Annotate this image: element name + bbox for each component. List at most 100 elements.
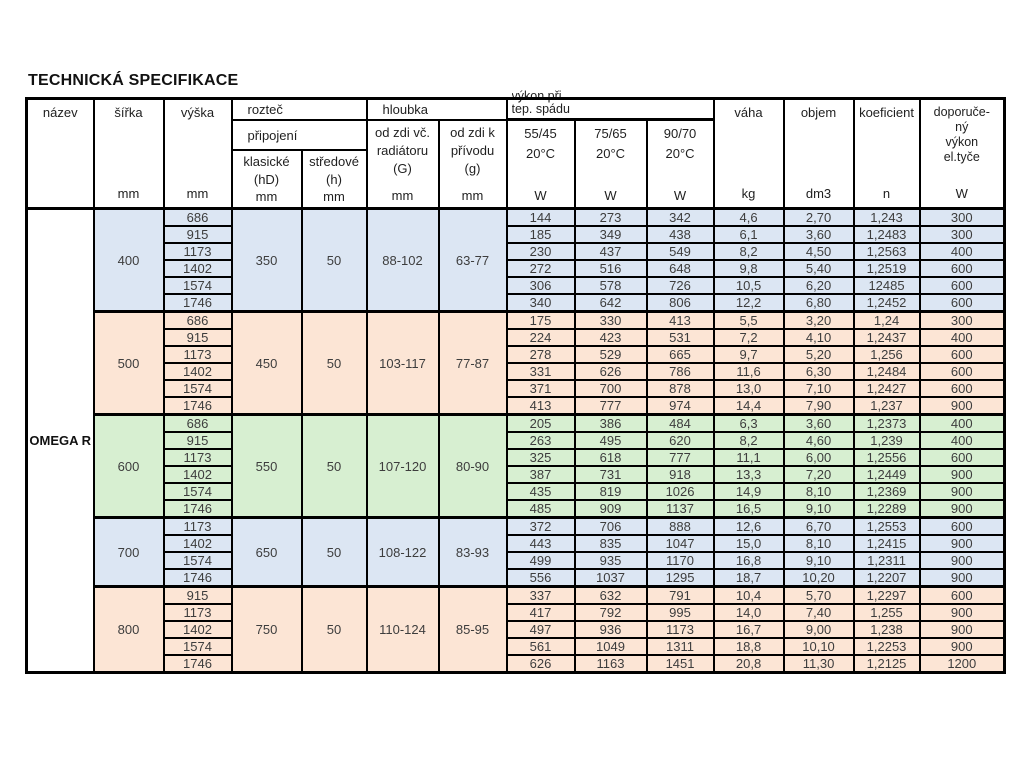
header-vykon-5545-label: 55/45 20°C [524, 126, 557, 161]
spec-table-container: název šířka mm výška mm rozteč hloubka [25, 90, 1007, 674]
cell-vyska: 1402 [162, 259, 233, 278]
cell-doporuceny: 900 [918, 482, 1006, 501]
cell-vykon-5545: 230 [505, 242, 576, 261]
cell-vaha: 14,9 [712, 482, 785, 501]
cell-vykon-7565: 1163 [573, 654, 648, 674]
cell-vykon-7565: 273 [573, 207, 648, 227]
cell-objem: 9,10 [782, 499, 855, 519]
cell-roztec-stredove: 50 [300, 310, 368, 416]
cell-vykon-9070: 1047 [645, 534, 715, 553]
cell-vykon-9070: 878 [645, 379, 715, 398]
table-row: 1402 387 731 918 13,3 7,20 1,2449 900 [27, 465, 1006, 484]
cell-vyska: 1574 [162, 482, 233, 501]
cell-hloubka-radiator: 107-120 [365, 413, 440, 519]
cell-vyska: 1574 [162, 551, 233, 570]
cell-roztec-stredove: 50 [300, 516, 368, 588]
cell-objem: 11,30 [782, 654, 855, 674]
table-row: 800 915 750 50 110-124 85-95 337 632 791 10,4 5,70… [27, 585, 1006, 674]
cell-vykon-7565: 626 [573, 362, 648, 381]
cell-roztec-klasicke: 350 [230, 207, 303, 313]
header-od-zdi-privodu: od zdi k přívodu (g) mm [437, 119, 508, 210]
table-row: 1574 561 1049 1311 18,8 10,10 1,2253 900 [27, 637, 1006, 656]
cell-vaha: 10,5 [712, 276, 785, 295]
cell-doporuceny: 900 [918, 568, 1006, 588]
cell-objem: 10,20 [782, 568, 855, 588]
cell-doporuceny: 600 [918, 276, 1006, 295]
cell-vykon-7565: 909 [573, 499, 648, 519]
table-row: 1173 325 618 777 11,1 6,00 1,2556 600 [27, 448, 1006, 467]
header-od-zdi-radiatoru: od zdi vč. radiátoru (G) mm [365, 119, 440, 210]
cell-doporuceny: 600 [918, 345, 1006, 364]
cell-vyska: 1173 [162, 242, 233, 261]
cell-objem: 5,70 [782, 585, 855, 605]
cell-objem: 9,00 [782, 620, 855, 639]
header-vykon-group: výkon přitep. spádu [504, 90, 716, 121]
cell-koeficient: 1,238 [852, 620, 921, 639]
cell-vyska: 686 [162, 413, 233, 433]
header-vykon-9070: 90/70 20°C W [645, 119, 715, 210]
cell-koeficient: 1,24 [852, 310, 921, 330]
cell-hloubka-privod: 77-87 [437, 310, 508, 416]
header-klasicke-unit: mm [255, 189, 278, 204]
cell-sirka: 800 [92, 585, 165, 674]
cell-vykon-9070: 918 [645, 465, 715, 484]
cell-doporuceny: 600 [918, 585, 1006, 605]
cell-objem: 7,10 [782, 379, 855, 398]
cell-vaha: 8,2 [712, 242, 785, 261]
cell-vykon-9070: 1137 [645, 499, 715, 519]
cell-koeficient: 1,2373 [852, 413, 921, 433]
cell-vykon-5545: 387 [505, 465, 576, 484]
cell-vykon-5545: 371 [505, 379, 576, 398]
cell-vaha: 8,2 [712, 431, 785, 450]
cell-vykon-7565: 835 [573, 534, 648, 553]
cell-vykon-5545: 185 [505, 225, 576, 244]
cell-vykon-7565: 632 [573, 585, 648, 605]
cell-vykon-9070: 1451 [645, 654, 715, 674]
cell-vykon-7565: 423 [573, 328, 648, 347]
cell-vaha: 16,8 [712, 551, 785, 570]
cell-vykon-5545: 340 [505, 293, 576, 313]
header-vykon-5545: 55/45 20°C W [505, 119, 576, 210]
cell-objem: 4,10 [782, 328, 855, 347]
cell-koeficient: 1,2452 [852, 293, 921, 313]
cell-hloubka-privod: 85-95 [437, 585, 508, 674]
cell-vykon-9070: 806 [645, 293, 715, 313]
cell-vykon-9070: 484 [645, 413, 715, 433]
table-row: 1402 331 626 786 11,6 6,30 1,2484 600 [27, 362, 1006, 381]
cell-doporuceny: 900 [918, 637, 1006, 656]
cell-vyska: 1574 [162, 276, 233, 295]
cell-vaha: 6,1 [712, 225, 785, 244]
cell-vaha: 14,4 [712, 396, 785, 416]
header-vaha: váha kg [712, 97, 785, 210]
cell-vykon-9070: 1170 [645, 551, 715, 570]
cell-vykon-5545: 325 [505, 448, 576, 467]
cell-vykon-7565: 437 [573, 242, 648, 261]
cell-roztec-klasicke: 550 [230, 413, 303, 519]
table-row: 1402 443 835 1047 15,0 8,10 1,2415 900 [27, 534, 1006, 553]
cell-doporuceny: 600 [918, 259, 1006, 278]
cell-vaha: 13,3 [712, 465, 785, 484]
cell-sirka: 700 [92, 516, 165, 588]
cell-doporuceny: 300 [918, 207, 1006, 227]
table-row: 1746 626 1163 1451 20,8 11,30 1,2125 1200 [27, 654, 1006, 674]
cell-vykon-9070: 1311 [645, 637, 715, 656]
table-body: OMEGA R 400 686 350 50 88-102 63-77 144 273 342 4,… [25, 207, 1006, 674]
cell-vyska: 1173 [162, 448, 233, 467]
cell-roztec-stredove: 50 [300, 207, 368, 313]
cell-vaha: 9,7 [712, 345, 785, 364]
cell-objem: 5,20 [782, 345, 855, 364]
cell-vykon-9070: 665 [645, 345, 715, 364]
cell-vykon-7565: 495 [573, 431, 648, 450]
table-top-border-overlay [504, 97, 716, 100]
cell-doporuceny: 600 [918, 516, 1006, 536]
cell-vykon-9070: 726 [645, 276, 715, 295]
cell-doporuceny: 900 [918, 465, 1006, 484]
cell-doporuceny: 400 [918, 328, 1006, 347]
header-vykon-5545-unit: W [534, 188, 547, 203]
cell-vykon-7565: 578 [573, 276, 648, 295]
cell-vykon-7565: 777 [573, 396, 648, 416]
cell-vykon-9070: 438 [645, 225, 715, 244]
cell-vyska: 1746 [162, 293, 233, 313]
cell-objem: 8,10 [782, 534, 855, 553]
cell-objem: 7,40 [782, 603, 855, 622]
